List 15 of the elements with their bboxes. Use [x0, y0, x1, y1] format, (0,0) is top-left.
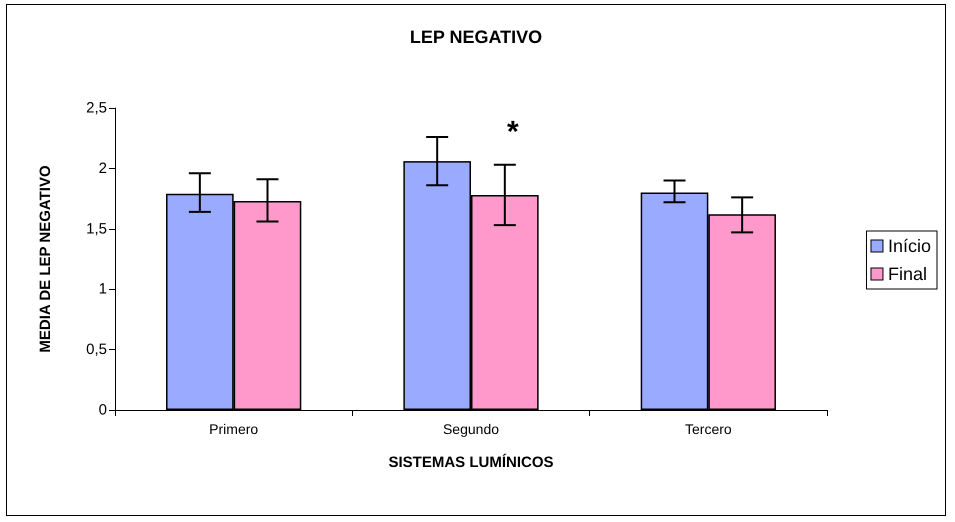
x-tick-label: Tercero	[684, 421, 732, 437]
y-tick-label: 1	[98, 280, 107, 298]
y-tick-label: 0	[98, 402, 107, 418]
y-axis-title: MEDIA DE LEP NEGATIVO	[37, 165, 54, 353]
legend-label: Final	[888, 264, 927, 284]
annotation: *	[507, 116, 519, 148]
y-tick-label: 0,5	[86, 341, 107, 358]
legend-label: Início	[888, 236, 932, 256]
y-tick-label: 1,5	[86, 220, 107, 238]
x-axis-title: SISTEMAS LUMÍNICOS	[388, 453, 554, 471]
y-tick-label: 2,5	[86, 100, 107, 116]
x-tick-label: Primero	[209, 421, 258, 437]
chart-title: LEP NEGATIVO	[410, 27, 542, 47]
x-tick-label: Segundo	[442, 421, 500, 437]
y-tick-label: 2	[98, 160, 107, 177]
